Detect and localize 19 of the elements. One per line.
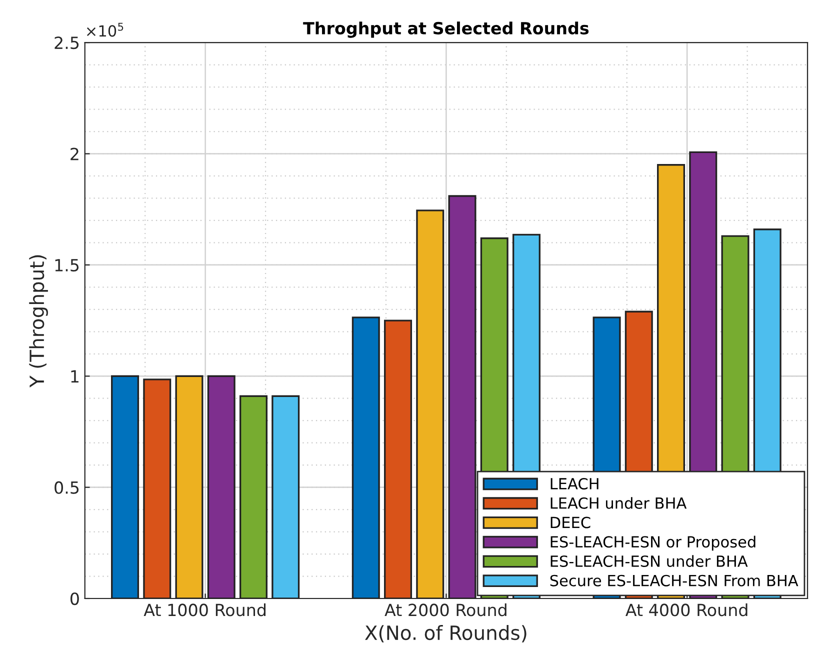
legend-label: DEEC bbox=[550, 516, 590, 528]
legend-label: LEACH bbox=[550, 478, 598, 490]
legend-label: ES-LEACH-ESN or Proposed bbox=[550, 536, 756, 551]
legend-label: ES-LEACH-ESN under BHA bbox=[550, 555, 748, 568]
y-axis-title: Y (Throghput) bbox=[29, 255, 48, 388]
x-tick-label: At 2000 Round bbox=[384, 603, 506, 616]
y-tick-label: 0 bbox=[70, 592, 79, 606]
x-tick-label: At 4000 Round bbox=[626, 603, 748, 616]
x-tick-label: At 1000 Round bbox=[144, 603, 266, 616]
y-tick-label: 0.5 bbox=[54, 481, 79, 494]
y-tick-label: 2 bbox=[70, 148, 78, 160]
x-axis-title: X(No. of Rounds) bbox=[365, 625, 526, 642]
y-tick-label: 2.5 bbox=[54, 36, 79, 50]
legend-label: Secure ES-LEACH-ESN From BHA bbox=[550, 574, 798, 586]
y-tick-label: 1.5 bbox=[55, 259, 79, 272]
legend-label: LEACH under BHA bbox=[550, 497, 687, 509]
chart-title: Throghput at Selected Rounds bbox=[303, 22, 589, 38]
y-tick-label: 1 bbox=[71, 370, 78, 382]
text: ×10$^{5}$ bbox=[86, 22, 124, 37]
